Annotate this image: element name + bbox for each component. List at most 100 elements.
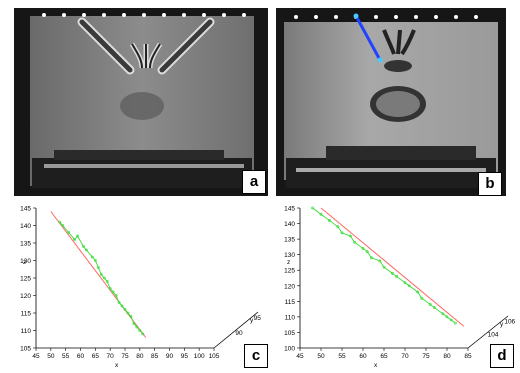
x-tick-label: 70 — [401, 353, 409, 360]
trajectory-point — [67, 231, 71, 234]
z-tick-label: 140 — [284, 221, 295, 228]
trajectory-point — [395, 275, 399, 278]
trajectory-point — [391, 271, 394, 275]
y-axis-label: y — [500, 321, 504, 328]
trajectory-point — [85, 248, 88, 252]
z-tick-label: 130 — [20, 258, 31, 265]
x-tick-label: 45 — [296, 353, 304, 360]
y-tick-label: 95 — [254, 315, 262, 322]
y-axis-line — [467, 315, 509, 349]
z-tick-label: 125 — [20, 276, 31, 283]
trajectory-point — [141, 332, 145, 336]
trajectory-point — [90, 255, 94, 259]
z-tick-label: 115 — [285, 299, 296, 306]
trajectory-point — [420, 296, 424, 300]
x-tick-label: 85 — [464, 353, 472, 360]
x-tick-label: 50 — [317, 353, 325, 360]
x-tick-label: 45 — [32, 353, 40, 360]
y-tick-label: 104 — [488, 332, 499, 339]
z-tick-label: 105 — [20, 346, 31, 353]
x-tick-label: 60 — [77, 353, 85, 360]
y-tick-label: 90 — [235, 330, 243, 337]
x-axis-label: x — [115, 362, 119, 368]
trajectory-point — [58, 220, 62, 224]
z-tick-label: 120 — [20, 293, 31, 300]
trajectory-point — [135, 325, 139, 329]
trajectory-point — [99, 273, 103, 276]
trajectory-line — [312, 207, 456, 324]
x-tick-label: 100 — [194, 353, 205, 360]
trajectory-point — [138, 329, 142, 332]
trajectory-point — [82, 245, 85, 248]
z-tick-label: 105 — [284, 330, 295, 337]
x-tick-label: 55 — [338, 353, 346, 360]
reference-line — [320, 207, 465, 327]
trajectory-point — [108, 287, 112, 290]
x-tick-label: 75 — [121, 353, 129, 360]
x-tick-label: 105 — [209, 353, 220, 360]
trajectory-point — [117, 301, 121, 304]
z-tick-label: 145 — [284, 206, 295, 213]
trajectory-point — [441, 312, 445, 316]
trajectory-chart-d: 100 105 110 115 120 125 130 135 140 145 45 50 55 60 65… — [284, 206, 515, 370]
x-tick-label: 80 — [443, 353, 451, 360]
phantom-image-a — [14, 8, 268, 196]
trajectory-point — [319, 212, 323, 216]
x-tick-label: 90 — [166, 353, 174, 360]
trajectory-point — [416, 290, 420, 294]
trajectory-point — [102, 276, 106, 280]
trajectory-point — [328, 219, 331, 222]
trajectory-point — [378, 259, 382, 263]
x-tick-label: 70 — [107, 353, 115, 360]
z-tick-label: 140 — [20, 223, 31, 230]
z-tick-label: 110 — [21, 328, 32, 335]
x-axis-label: x — [374, 362, 378, 368]
trajectory-point — [126, 311, 130, 315]
trajectory-chart-c: 105 110 115 120 125 130 135 140 145 45 50 55 60 65 70 7… — [20, 206, 262, 370]
z-tick-label: 110 — [285, 314, 296, 321]
panel-label-b: b — [478, 172, 502, 196]
trajectory-point — [114, 294, 118, 297]
x-tick-label: 85 — [151, 353, 159, 360]
trajectory-point — [96, 266, 100, 269]
x-tick-label: 80 — [136, 353, 144, 360]
trajectory-point — [61, 224, 65, 227]
y-tick-label: 106 — [504, 318, 515, 325]
panel-d-plot: 100 105 110 115 120 125 130 135 140 145 45 50 55 60 65… — [272, 200, 516, 370]
trajectory-point — [449, 318, 453, 322]
trajectory-point — [132, 322, 136, 325]
trajectory-point — [365, 250, 369, 253]
trajectory-point — [349, 234, 352, 238]
trajectory-point — [453, 321, 457, 325]
y-axis-line — [213, 311, 259, 349]
trajectory-point — [382, 265, 386, 269]
x-tick-label: 55 — [62, 353, 70, 360]
panel-c-plot: 105 110 115 120 125 130 135 140 145 45 50 55 60 65 70 7… — [8, 200, 270, 370]
trajectory-point — [93, 259, 97, 262]
trajectory-point — [123, 308, 127, 311]
z-axis-label: z — [287, 259, 290, 266]
x-tick-label: 50 — [47, 353, 55, 360]
panel-a-image: a — [14, 8, 268, 196]
needle-overlay-line — [354, 15, 382, 61]
trajectory-point — [105, 280, 109, 283]
trajectory-point — [432, 306, 436, 309]
trajectory-point — [120, 304, 124, 308]
x-tick-label: 75 — [422, 353, 430, 360]
trajectory-point — [428, 303, 432, 306]
trajectory-point — [73, 238, 76, 241]
x-tick-label: 65 — [380, 353, 388, 360]
trajectory-point — [336, 225, 340, 229]
x-tick-label: 65 — [92, 353, 100, 360]
panel-label-a: a — [242, 170, 266, 194]
panel-label-d: d — [490, 344, 514, 368]
trajectory-point — [129, 315, 133, 318]
z-tick-label: 120 — [284, 283, 295, 290]
trajectory-point — [370, 256, 373, 260]
trajectory-point — [407, 284, 411, 288]
z-tick-label: 125 — [284, 268, 295, 275]
x-tick-label: 95 — [181, 353, 189, 360]
panel-b-image: b — [276, 8, 506, 196]
trajectory-point — [353, 240, 357, 244]
z-axis-label: z — [23, 259, 26, 266]
